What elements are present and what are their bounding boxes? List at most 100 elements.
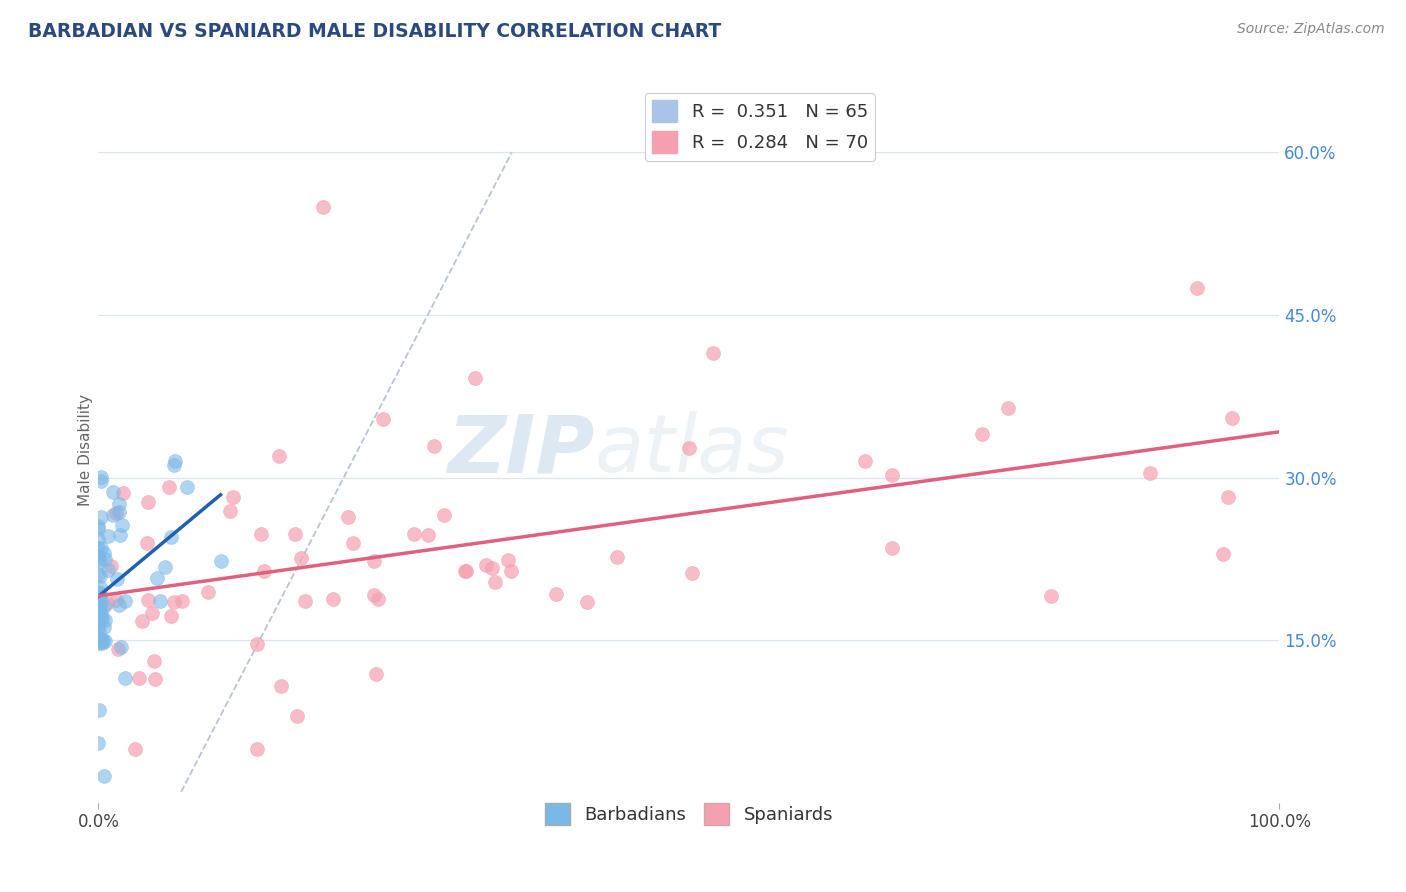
Point (253, 564, 276, 578)
Point (681, 566, 703, 581)
Point (110, 640, 132, 654)
Point (149, 594, 172, 608)
Point (90, 611, 112, 625)
Point (882, 467, 904, 482)
Point (678, 441, 700, 455)
Point (87, 518, 110, 533)
Point (87, 602, 110, 616)
Point (93, 599, 115, 613)
Point (87, 549, 110, 563)
Point (89, 568, 111, 582)
Point (100, 559, 122, 574)
Point (218, 504, 240, 518)
Y-axis label: Male Disability: Male Disability (77, 394, 93, 507)
Legend: Barbadians, Spaniards: Barbadians, Spaniards (537, 796, 841, 832)
Point (97, 563, 120, 577)
Point (87, 624, 110, 639)
Point (103, 508, 125, 522)
Point (94, 613, 117, 627)
Point (423, 439, 446, 453)
Point (1039, 589, 1062, 603)
Point (270, 679, 292, 693)
Point (94, 552, 117, 566)
Point (176, 479, 198, 493)
Point (363, 588, 385, 602)
Point (107, 505, 129, 519)
Point (853, 454, 876, 468)
Point (136, 495, 159, 509)
Point (197, 584, 219, 599)
Point (135, 536, 157, 550)
Point (87, 566, 110, 581)
Point (322, 592, 344, 607)
Text: ZIP: ZIP (447, 411, 595, 490)
Point (1212, 547, 1234, 561)
Point (89, 551, 111, 566)
Point (90, 636, 112, 650)
Point (108, 528, 131, 542)
Point (454, 564, 477, 578)
Point (267, 449, 290, 463)
Point (87, 631, 110, 645)
Point (107, 572, 129, 586)
Point (606, 549, 628, 564)
Point (153, 560, 176, 574)
Point (124, 741, 146, 756)
Point (284, 527, 307, 541)
Point (87, 617, 110, 632)
Point (312, 200, 335, 214)
Point (87, 532, 110, 546)
Point (246, 637, 269, 651)
Point (97, 529, 120, 543)
Point (1185, 281, 1208, 295)
Point (972, 426, 994, 441)
Point (475, 558, 498, 573)
Point (90, 632, 112, 646)
Point (89, 587, 111, 601)
Point (222, 490, 245, 504)
Point (87, 636, 110, 650)
Point (89, 470, 111, 484)
Point (90, 609, 112, 624)
Point (87, 522, 110, 536)
Point (111, 518, 134, 533)
Point (87, 736, 110, 750)
Point (157, 480, 180, 494)
Point (294, 594, 316, 608)
Point (160, 530, 183, 544)
Text: Source: ZipAtlas.com: Source: ZipAtlas.com (1237, 22, 1385, 37)
Point (1222, 411, 1244, 425)
Point (997, 401, 1019, 416)
Point (136, 593, 159, 607)
Point (163, 595, 186, 609)
Point (145, 672, 167, 686)
Point (90, 607, 112, 621)
Point (373, 412, 395, 426)
Point (89, 591, 111, 605)
Point (93, 769, 115, 783)
Point (882, 541, 904, 556)
Point (454, 564, 477, 578)
Point (103, 484, 125, 499)
Point (114, 594, 136, 608)
Point (93, 546, 115, 560)
Point (367, 592, 389, 607)
Point (1139, 466, 1161, 480)
Point (702, 346, 724, 360)
Point (143, 654, 166, 668)
Point (363, 554, 385, 568)
Point (290, 550, 312, 565)
Point (87, 599, 110, 614)
Point (484, 574, 506, 589)
Point (141, 607, 163, 621)
Point (108, 599, 131, 613)
Point (87, 585, 110, 599)
Point (342, 535, 364, 549)
Point (94, 633, 117, 648)
Text: atlas: atlas (595, 411, 789, 490)
Point (90, 541, 112, 555)
Point (364, 666, 387, 681)
Point (89, 580, 111, 594)
Point (90, 474, 112, 488)
Point (496, 552, 519, 566)
